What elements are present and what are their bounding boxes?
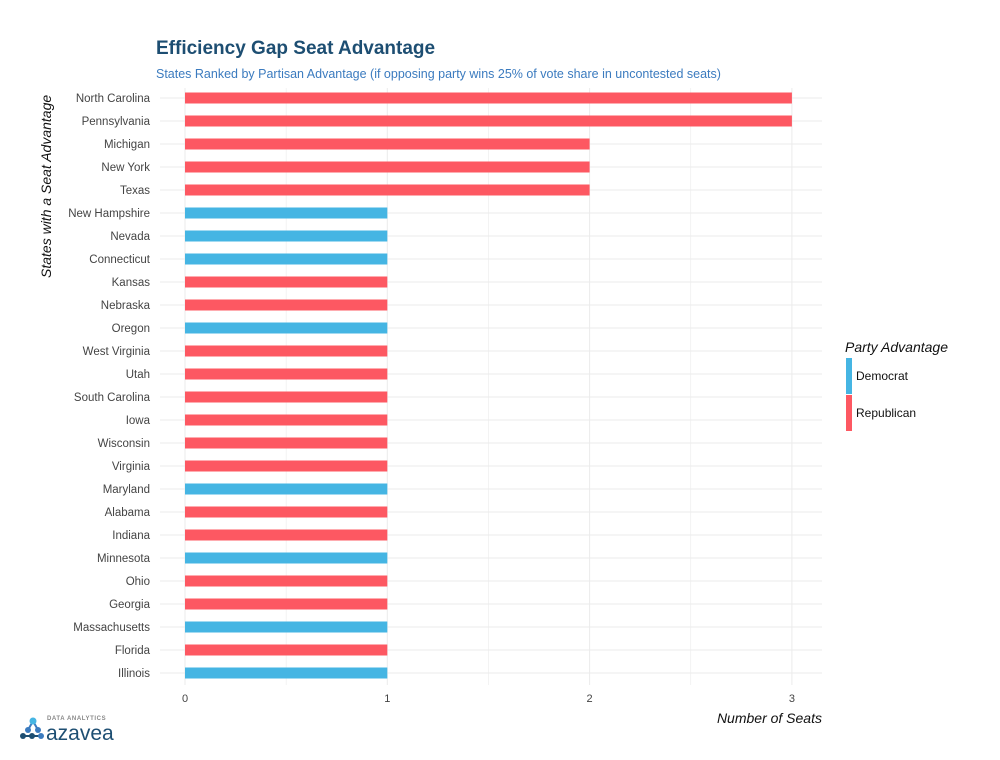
bar-pennsylvania [185,115,792,127]
legend-title: Party Advantage [845,339,948,355]
bar-kansas [185,276,388,288]
bar-maryland [185,483,388,495]
y-tick-label: Nebraska [101,300,151,312]
bar-west-virginia [185,345,388,357]
y-tick-label: Maryland [103,484,150,496]
y-tick-label: Florida [115,645,151,657]
legend-label: Democrat [856,369,909,383]
y-tick-label: Utah [126,369,150,381]
y-axis-label: States with a Seat Advantage [38,94,54,278]
bar-ohio [185,575,388,587]
chart-title: Efficiency Gap Seat Advantage [156,38,436,59]
bar-minnesota [185,552,388,564]
x-tick-label: 2 [587,693,593,705]
y-tick-label: Texas [120,185,150,197]
bar-indiana [185,529,388,541]
legend-swatch [846,395,852,431]
y-tick-label: Oregon [112,323,150,335]
legend-label: Republican [856,406,917,420]
x-tick-label: 1 [384,693,390,705]
y-tick-label: Wisconsin [98,438,150,450]
y-tick-label: Illinois [118,668,150,680]
bar-iowa [185,414,388,426]
bar-virginia [185,460,388,472]
logo-text: azavea [46,722,114,745]
y-tick-label: West Virginia [83,346,151,358]
bar-georgia [185,598,388,610]
y-tick-label: Indiana [112,530,150,542]
bar-connecticut [185,253,388,265]
y-tick-label: Nevada [110,231,150,243]
bar-texas [185,184,590,196]
bar-oregon [185,322,388,334]
y-tick-label: New York [101,162,150,174]
y-tick-label: Pennsylvania [82,116,151,128]
y-tick-label: Connecticut [89,254,151,266]
bar-nevada [185,230,388,242]
bar-nebraska [185,299,388,311]
bar-new-york [185,161,590,173]
y-tick-label: Minnesota [97,553,151,565]
y-tick-label: Iowa [126,415,151,427]
logo-tagline: DATA ANALYTICS [47,716,107,722]
y-tick-label: New Hampshire [68,208,150,220]
azavea-logo: DATA ANALYTICS azavea [20,716,120,746]
bar-south-carolina [185,391,388,403]
y-tick-label: Georgia [109,599,151,611]
chart-subtitle: States Ranked by Partisan Advantage (if … [156,67,721,81]
x-axis-label: Number of Seats [716,710,822,726]
x-tick-label: 0 [182,693,188,705]
y-tick-label: Massachusetts [73,622,150,634]
bar-alabama [185,506,388,518]
bar-michigan [185,138,590,150]
bar-wisconsin [185,437,388,449]
bar-florida [185,644,388,656]
bar-new-hampshire [185,207,388,219]
bar-massachusetts [185,621,388,633]
y-tick-label: South Carolina [74,392,151,404]
bar-utah [185,368,388,380]
bar-illinois [185,667,388,679]
y-tick-label: Michigan [104,139,150,151]
legend-swatch [846,358,852,394]
y-tick-label: Virginia [112,461,151,473]
y-tick-label: North Carolina [76,93,151,105]
logo-icon [20,717,44,739]
y-tick-label: Kansas [112,277,151,289]
x-tick-label: 3 [789,693,795,705]
y-tick-label: Alabama [105,507,151,519]
y-tick-label: Ohio [126,576,150,588]
bar-north-carolina [185,92,792,104]
